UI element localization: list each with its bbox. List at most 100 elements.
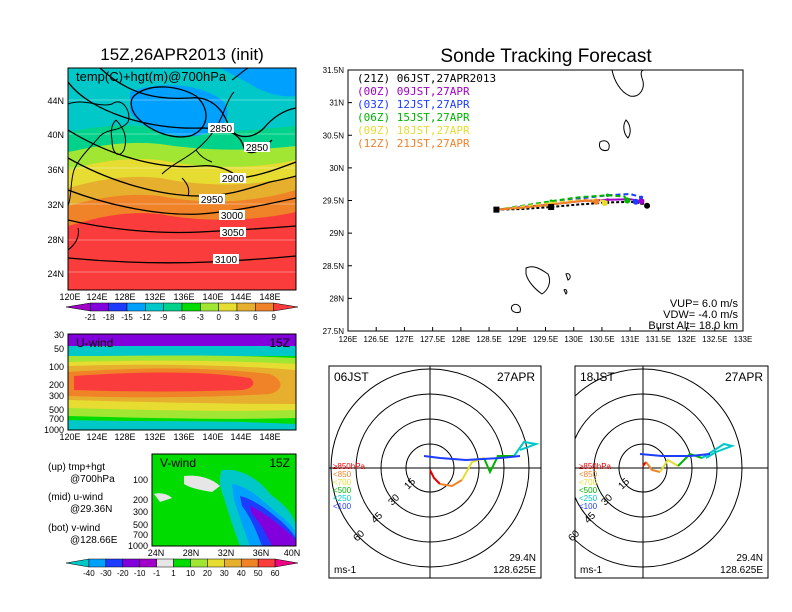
lat-tick: 36N <box>253 548 270 558</box>
lon-tick: 132E <box>144 292 165 302</box>
hodo-lat: 29.4N <box>736 553 763 564</box>
colorbar-swatch <box>255 302 274 312</box>
p-tick: 1000 <box>128 541 148 551</box>
lon-tick: 144E <box>230 292 251 302</box>
map-frame <box>67 67 297 291</box>
hodo-legend: ≥850hPa <850 <700 <500 <250 <100 <box>333 462 366 511</box>
track-series <box>493 192 651 213</box>
p-tick: 500 <box>49 405 64 415</box>
track-y-ticks: 27.5N 28N 28.5N 29N 29.5N 30N 30.5N 31N 31.5N <box>323 66 352 336</box>
param-vdw: VDW= -4.0 m/s <box>663 309 738 321</box>
track-x-ticks: 126E 126.5E 127E 127.5E 128E 128.5E 129E 129.5E… <box>339 327 753 344</box>
legend-layer: <700 <box>333 478 352 487</box>
lat-tick: 32N <box>218 548 235 558</box>
colorbar-swatch <box>207 558 225 568</box>
x-tick: 128E <box>452 335 471 344</box>
track-endpoint <box>624 197 631 204</box>
hodo-time: 06JST <box>334 370 369 384</box>
colorbar-swatch <box>173 558 191 568</box>
x-tick: 129.5E <box>533 335 558 344</box>
colorbar-swatch <box>163 302 183 312</box>
param-vup: VUP= 6.0 m/s <box>670 298 739 310</box>
colorbar-label: 1 <box>171 569 176 578</box>
lat-tick: 24N <box>47 269 64 279</box>
colorbar-swatch <box>218 302 238 312</box>
colorbar-label: 20 <box>203 569 212 578</box>
p-tick: 200 <box>49 380 64 390</box>
legend-entry: (06Z) 15JST,27APR <box>357 111 470 124</box>
uwind-time: 15Z <box>269 336 290 350</box>
x-tick: 129E <box>508 335 527 344</box>
panel-notes: (up) tmp+hgt @700hPa (mid) u-wind @29.36… <box>48 462 118 546</box>
lon-tick: 128E <box>114 432 135 442</box>
track-point <box>605 193 610 197</box>
hodograph-06jst: 06JST 27APR 15 30 45 60 ≥850hPa <850 <70… <box>328 365 542 579</box>
legend-layer: ≥850hPa <box>579 462 612 471</box>
colorbar-label: 0 <box>216 313 221 322</box>
chart-title: Sonde Tracking Forecast <box>440 46 652 67</box>
uwind-frame <box>67 333 297 431</box>
param-burst: Burst Alt= 18.0 km <box>648 320 738 332</box>
legend-layer: <850 <box>579 470 598 479</box>
y-tick: 28.5N <box>323 262 345 271</box>
launch-site-marker <box>493 206 500 213</box>
track-endpoint <box>638 198 645 205</box>
hodograph-18jst: 18JST 27APR 15 30 45 60 ≥850hPa <850 <70… <box>566 365 769 579</box>
lon-tick: 136E <box>173 432 194 442</box>
lon-tick: 140E <box>202 432 223 442</box>
p-tick: 300 <box>49 391 64 401</box>
contour-label: 2850 <box>210 124 233 135</box>
note-line: @700hPa <box>70 474 115 485</box>
colorbar-swatch <box>274 558 299 568</box>
colorbar-swatch <box>236 302 256 312</box>
track-endpoint <box>644 202 651 209</box>
colorbar-label: -18 <box>103 313 115 322</box>
lat-tick: 40N <box>284 548 301 558</box>
colorbar-swatch <box>139 558 157 568</box>
track-point <box>583 198 587 203</box>
y-tick: 31N <box>329 99 344 108</box>
x-tick: 131.5E <box>646 335 671 344</box>
colorbar-swatch <box>200 302 219 312</box>
x-tick: 132E <box>677 335 696 344</box>
colorbar-swatch <box>90 302 109 312</box>
hodo-date: 27APR <box>725 370 763 384</box>
uwind-lon-ticks: 120E 124E 128E 132E 136E 140E 144E 148E <box>59 432 280 442</box>
colorbar-label: -15 <box>121 313 133 322</box>
legend-entry: (03Z) 12JST,27APR <box>357 98 470 111</box>
x-tick: 133E <box>734 335 753 344</box>
legend-entry: (09Z) 18JST,27APR <box>357 124 470 137</box>
map-title: 15Z,26APR2013 (init) <box>100 45 263 64</box>
colorbar-swatch <box>65 302 91 312</box>
lon-tick: 148E <box>259 432 280 442</box>
x-tick: 130E <box>564 335 583 344</box>
colorbar-label: -21 <box>85 313 97 322</box>
track-point <box>543 203 548 207</box>
vwind-lat-ticks: 24N 28N 32N 36N 40N <box>148 548 301 558</box>
track-endpoint <box>593 198 600 205</box>
p-tick: 500 <box>133 520 148 530</box>
track-line <box>496 198 611 211</box>
legend-layer: <500 <box>579 486 598 495</box>
p-tick: 100 <box>133 475 148 485</box>
y-tick: 29.5N <box>323 197 345 206</box>
legend-entry: (21Z) 06JST,27APR2013 <box>357 72 496 85</box>
note-line: @128.66E <box>70 535 118 546</box>
track-coastlines <box>511 70 645 313</box>
map-lat-ticks: 44N 40N 36N 32N 28N 24N <box>47 96 64 279</box>
vwind-label: V-wind <box>160 456 196 470</box>
vwind-frame <box>151 453 297 547</box>
colorbar-swatch <box>145 302 164 312</box>
legend-layer: ≥850hPa <box>333 462 366 471</box>
hodo-unit: ms-1 <box>334 565 357 576</box>
colorbar-swatch <box>88 558 107 568</box>
colorbar-swatch <box>240 558 259 568</box>
temperature-field <box>68 68 296 290</box>
colorbar-label: -6 <box>178 313 186 322</box>
colorbar-label: -1 <box>153 569 161 578</box>
colorbar-swatch <box>126 302 146 312</box>
y-tick: 30.5N <box>323 131 345 140</box>
legend-layer: <250 <box>579 494 598 503</box>
uwind-field <box>68 334 296 430</box>
